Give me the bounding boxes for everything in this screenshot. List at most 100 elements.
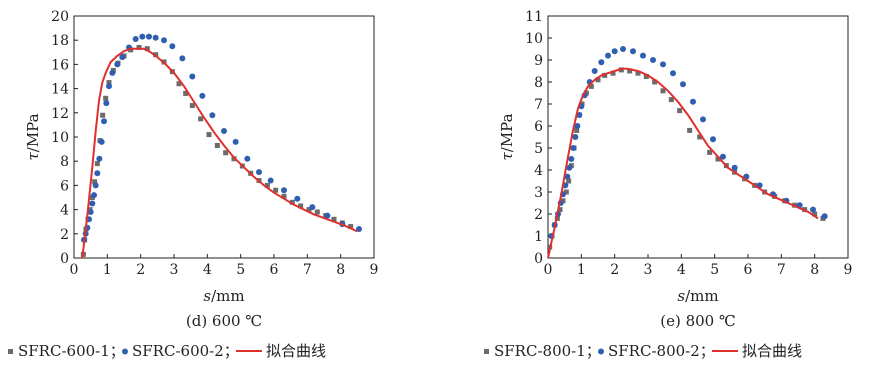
y-tick-label: 2 — [534, 207, 543, 223]
data-point-square — [697, 134, 703, 140]
data-point-circle — [209, 112, 216, 119]
data-point-square — [660, 88, 666, 94]
x-tick-label: 3 — [644, 262, 653, 278]
data-point-circle — [591, 68, 598, 74]
data-point-circle — [630, 48, 636, 55]
y-tick-label: 4 — [60, 203, 69, 219]
data-point-square — [331, 216, 337, 222]
data-point-circle — [611, 48, 618, 55]
data-point-circle — [620, 46, 626, 52]
x-axis-variable: s — [203, 287, 211, 305]
x-tick-label: 2 — [610, 262, 619, 278]
data-point-circle — [309, 204, 316, 211]
data-point-square — [588, 83, 594, 89]
data-point-circle — [572, 134, 579, 140]
y-tick-label: 5 — [534, 141, 543, 157]
y-tick-label: 8 — [534, 75, 543, 91]
y-axis-label: τ/MPa — [498, 113, 516, 160]
plot-frame — [547, 15, 849, 259]
data-point-circle — [232, 138, 239, 145]
y-tick-label: 10 — [51, 130, 69, 146]
x-tick-label: 4 — [203, 262, 212, 278]
data-point-circle — [87, 209, 94, 216]
x-tick-label: 6 — [270, 262, 279, 278]
data-point-circle — [103, 100, 110, 107]
y-tick-label: 2 — [60, 227, 69, 243]
data-point-square — [563, 189, 569, 195]
data-point-circle — [598, 59, 605, 66]
data-point-square — [560, 198, 566, 204]
data-point-circle — [564, 173, 571, 180]
x-axis-label: s/mm — [677, 287, 718, 305]
chart-800c: 0 1 2 3 4 5 6 7 8 9 0 1 2 3 4 5 6 7 8 9 10 11 s/mm τ/MPa (e) 800… — [484, 9, 852, 360]
legend-label: SFRC-600-1； — [18, 342, 125, 360]
x-tick-label: 4 — [677, 262, 686, 278]
data-point-square — [306, 207, 312, 213]
legend-marker-circle — [598, 348, 604, 355]
data-point-circle — [810, 206, 816, 213]
data-point-circle — [189, 73, 196, 80]
data-point-circle — [139, 33, 146, 40]
x-tick-label: 3 — [170, 262, 179, 278]
y-tick-label: 6 — [534, 119, 543, 135]
fit-curve — [547, 67, 819, 259]
data-point-square — [574, 127, 580, 133]
data-point-circle — [670, 70, 676, 77]
data-point-square — [668, 97, 674, 103]
data-point-circle — [574, 123, 581, 129]
data-point-square — [289, 199, 295, 205]
y-tick-label: 9 — [534, 53, 543, 69]
data-point-circle — [605, 52, 611, 59]
data-point-circle — [720, 153, 726, 160]
y-tick-label: 20 — [51, 9, 69, 25]
data-point-square — [281, 193, 287, 199]
y-tick-label: 10 — [525, 31, 543, 47]
data-point-circle — [570, 145, 577, 151]
data-point-square — [198, 116, 204, 122]
data-point-circle — [119, 54, 126, 61]
data-point-circle — [106, 83, 112, 90]
data-point-circle — [324, 212, 331, 219]
x-axis-unit: /mm — [211, 287, 245, 305]
data-point-square — [92, 179, 98, 185]
y-tick-label: 3 — [534, 185, 543, 201]
data-point-square — [136, 44, 142, 50]
chart-600c: 0 1 2 3 4 5 6 7 8 902468101214161820s/mmτ/MPa(d) … — [8, 9, 378, 360]
data-point-circle — [169, 43, 176, 50]
data-point-square — [715, 156, 721, 162]
y-tick-label: 4 — [534, 163, 543, 179]
y-axis-unit: /MPa — [24, 113, 42, 152]
data-point-square — [223, 150, 229, 156]
data-point-circle — [146, 33, 152, 40]
y-tick-label: 7 — [534, 97, 543, 113]
data-point-square — [618, 67, 624, 73]
y-tick-label: 12 — [51, 106, 69, 122]
data-point-square — [595, 77, 601, 83]
y-axis-unit: /MPa — [498, 113, 516, 152]
y-tick-label: 8 — [60, 154, 69, 170]
legend-label: 拟合曲线 — [266, 342, 326, 360]
x-tick-label: 0 — [544, 262, 553, 278]
y-tick-label: 14 — [51, 82, 69, 98]
data-point-square — [103, 95, 109, 101]
x-tick-label: 5 — [710, 262, 719, 278]
data-point-square — [566, 178, 572, 184]
y-tick-label: 18 — [51, 33, 69, 49]
data-point-square — [557, 207, 563, 213]
data-point-square — [687, 127, 693, 133]
data-point-circle — [700, 116, 706, 123]
x-tick-label: 9 — [370, 262, 379, 278]
y-axis-variable: τ — [498, 152, 516, 161]
data-point-square — [812, 211, 818, 217]
data-point-circle — [710, 136, 716, 143]
data-point-circle — [114, 61, 121, 68]
data-point-circle — [640, 52, 646, 59]
data-point-circle — [94, 170, 101, 177]
data-point-circle — [101, 118, 107, 125]
data-point-circle — [179, 55, 186, 62]
data-point-circle — [109, 69, 116, 76]
legend-marker-square — [8, 349, 13, 354]
x-tick-label: 7 — [777, 262, 786, 278]
data-point-square — [183, 90, 189, 96]
